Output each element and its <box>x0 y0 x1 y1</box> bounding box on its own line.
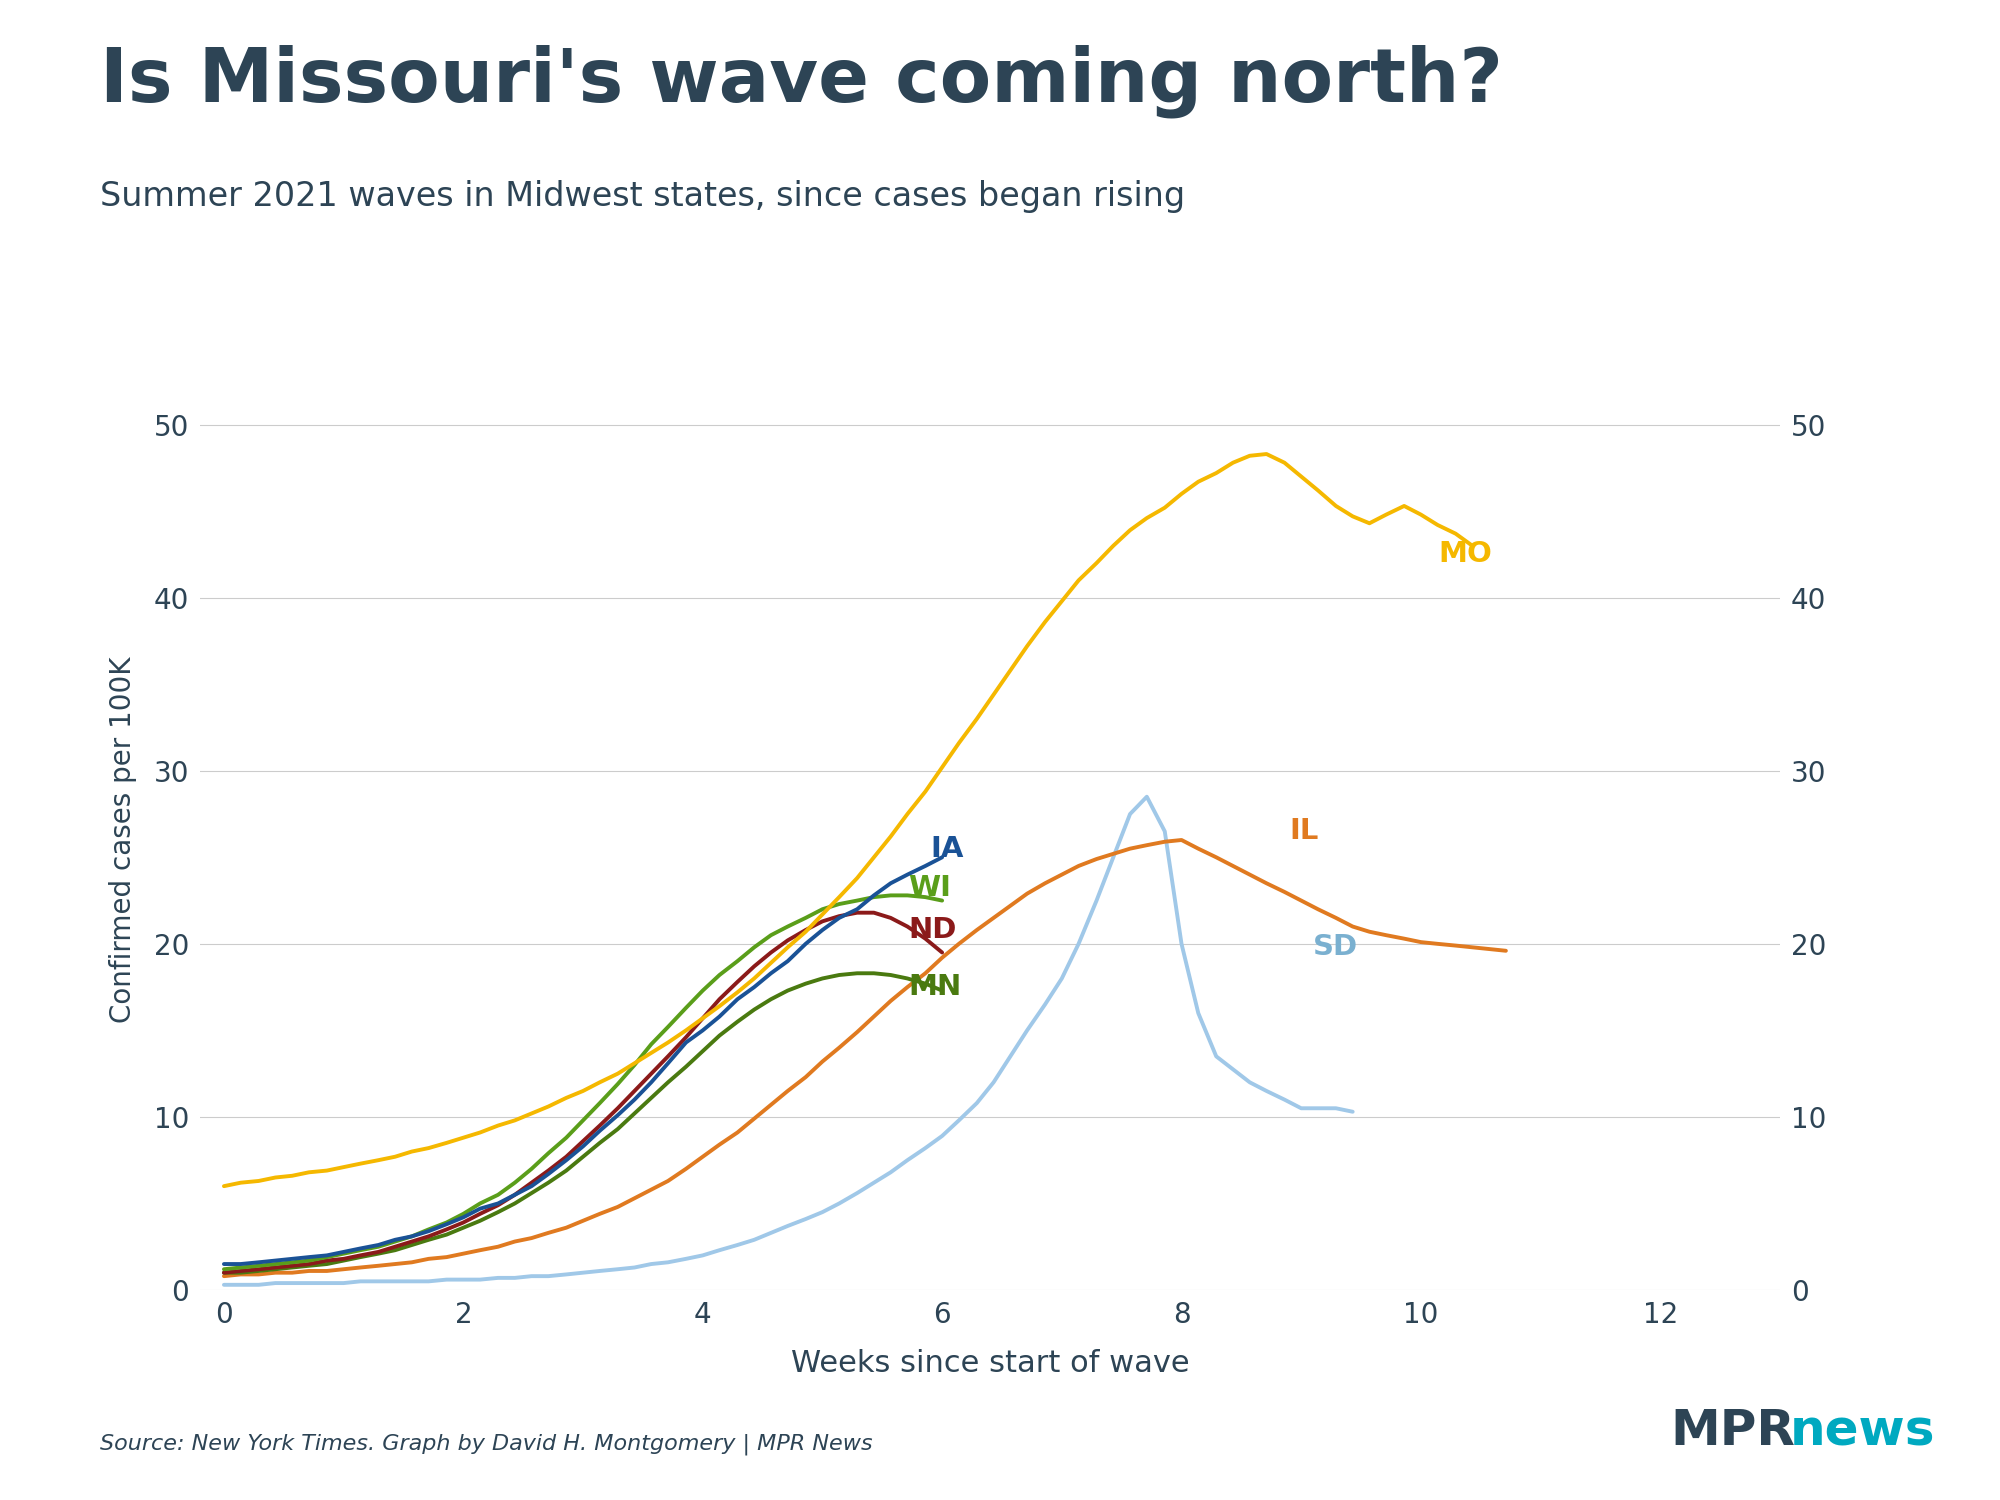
Text: ND: ND <box>908 916 956 944</box>
Text: Summer 2021 waves in Midwest states, since cases began rising: Summer 2021 waves in Midwest states, sin… <box>100 180 1186 213</box>
Text: SD: SD <box>1314 933 1358 962</box>
Text: MN: MN <box>908 974 962 1000</box>
Text: MPR: MPR <box>1670 1407 1794 1455</box>
Text: news: news <box>1790 1407 1936 1455</box>
Text: IA: IA <box>930 834 964 862</box>
Text: Is Missouri's wave coming north?: Is Missouri's wave coming north? <box>100 45 1502 118</box>
X-axis label: Weeks since start of wave: Weeks since start of wave <box>790 1348 1190 1377</box>
Text: IL: IL <box>1290 818 1318 846</box>
Text: MO: MO <box>1438 540 1492 568</box>
Text: Source: New York Times. Graph by David H. Montgomery | MPR News: Source: New York Times. Graph by David H… <box>100 1434 872 1455</box>
Text: WI: WI <box>908 874 952 903</box>
Y-axis label: Confirmed cases per 100K: Confirmed cases per 100K <box>108 657 136 1023</box>
